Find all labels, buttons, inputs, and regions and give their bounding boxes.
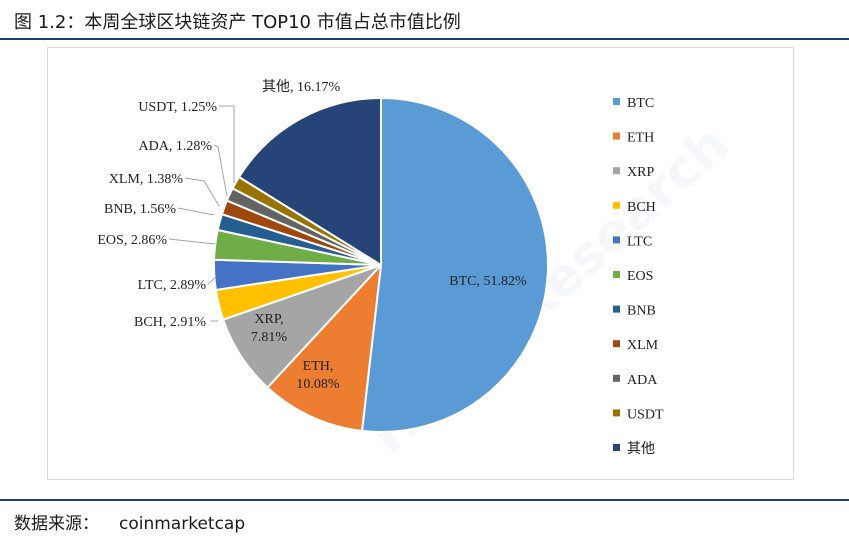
legend-label-ltc: LTC: [627, 234, 652, 249]
legend-label-btc: BTC: [627, 96, 654, 111]
leader-line-xlm: [184, 177, 220, 207]
leader-line-ltc: [207, 276, 217, 285]
legend-swatch-xrp: [613, 167, 620, 175]
legend-swatch-btc: [613, 98, 620, 105]
source-rule: [0, 499, 849, 501]
data-label-bnb: BNB, 1.56%: [104, 202, 176, 217]
data-label-item-10: 其他, 16.17%: [262, 79, 340, 95]
legend-swatch-usdt: [613, 409, 620, 417]
legend-label-bch: BCH: [627, 200, 656, 215]
legend-label-bnb: BNB: [627, 304, 656, 319]
legend-swatch-ltc: [613, 236, 620, 244]
data-label-bch: BCH, 2.91%: [134, 315, 206, 330]
source-value: coinmarketcap: [119, 514, 246, 534]
legend-label-eth: ETH: [627, 131, 654, 146]
data-label-ada: ADA, 1.28%: [139, 139, 213, 154]
data-label-eos: EOS, 2.86%: [97, 233, 167, 248]
legend-label-ada: ADA: [627, 373, 658, 388]
legend-swatch-xlm: [613, 340, 620, 348]
leader-line-ada: [213, 144, 228, 197]
data-label-ltc: LTC, 2.89%: [138, 278, 207, 293]
leader-line-bnb: [177, 207, 215, 216]
pie-slice-eth: [266, 262, 383, 433]
title-rule: [0, 38, 849, 40]
pie-slice-btc: [360, 96, 549, 433]
legend-swatch-bnb: [613, 305, 620, 313]
data-label-xrp: XRP, 7.81%: [251, 312, 288, 345]
data-label-btc: BTC, 51.82%: [449, 274, 527, 289]
legend-label-item-10: 其他: [627, 441, 655, 457]
data-label-usdt: USDT, 1.25%: [138, 100, 217, 115]
legend-swatch-item-10: [613, 444, 620, 451]
leader-line-usdt: [219, 105, 235, 183]
legend-label-usdt: USDT: [627, 407, 664, 422]
legend-label-eos: EOS: [627, 269, 653, 284]
legend-label-xrp: XRP: [627, 165, 654, 180]
source-note: 数据来源： coinmarketcap: [14, 509, 245, 534]
legend-swatch-eth: [613, 132, 620, 140]
pie-slice-item-10: [237, 96, 382, 267]
data-label-eth: ETH, 10.08%: [296, 359, 340, 392]
legend-swatch-bch: [613, 201, 620, 209]
figure-title: 图 1.2：本周全球区块链资产 TOP10 市值占总市值比例: [14, 12, 461, 33]
chart-frame: [47, 47, 794, 480]
source-label: 数据来源：: [14, 514, 99, 534]
legend-swatch-eos: [613, 271, 620, 278]
legend-swatch-ada: [613, 374, 620, 382]
leader-line-eos: [168, 238, 216, 245]
legend-label-xlm: XLM: [627, 338, 659, 353]
data-label-xlm: XLM, 1.38%: [109, 172, 184, 187]
